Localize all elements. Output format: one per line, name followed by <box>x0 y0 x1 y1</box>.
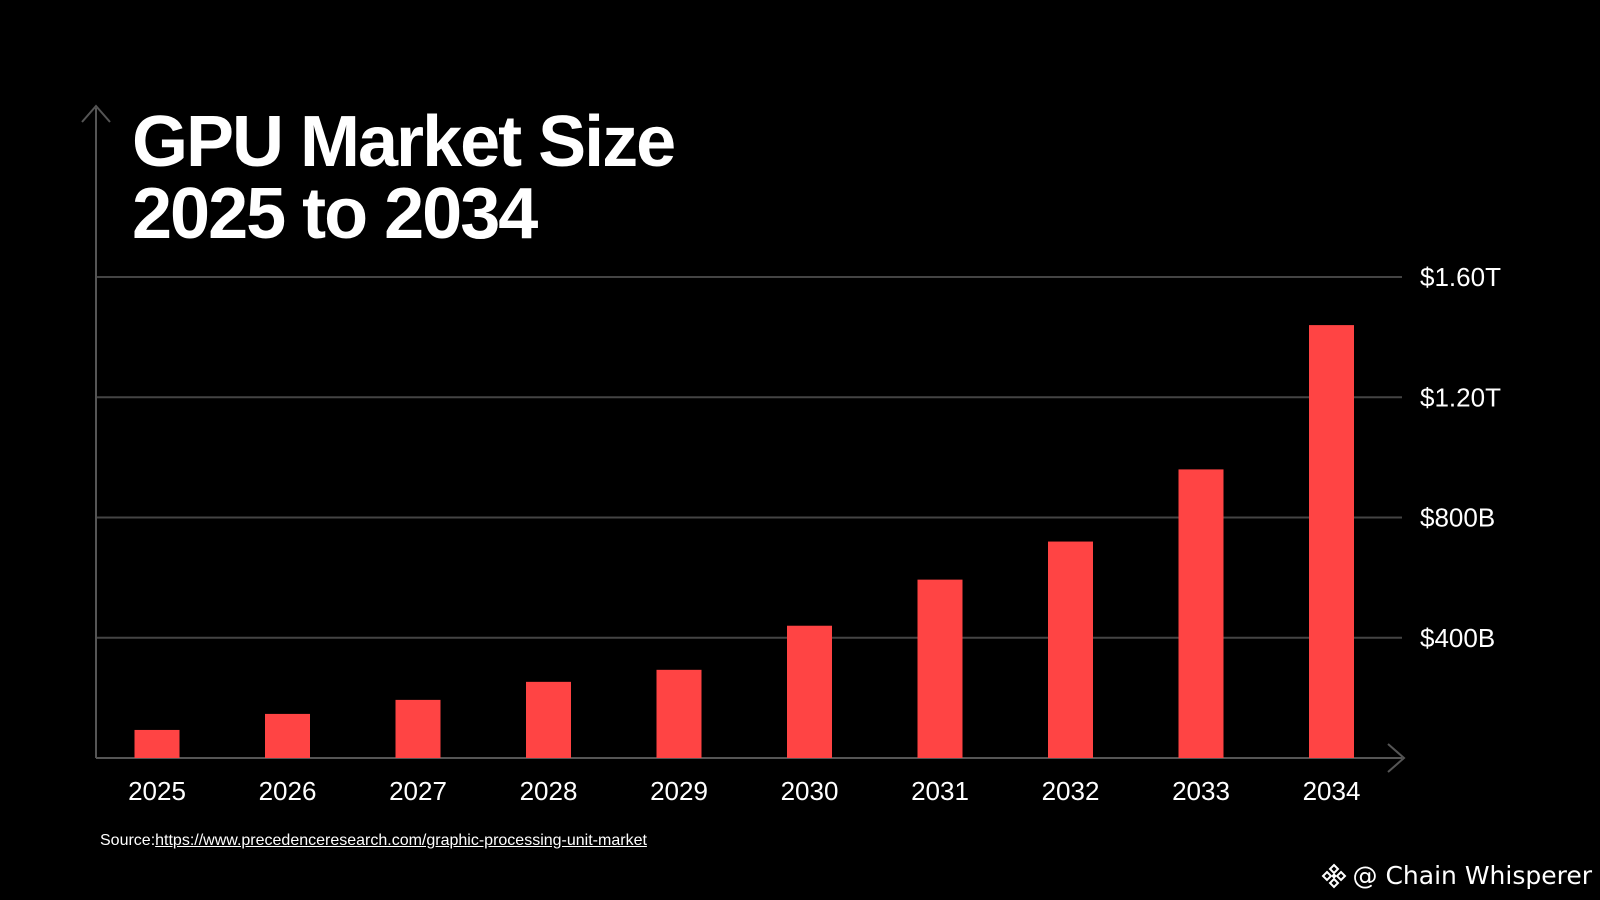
chart-title: GPU Market Size 2025 to 2034 <box>132 102 676 254</box>
watermark-text: @ Chain Whisperer <box>1352 861 1592 890</box>
bar-2026 <box>265 713 310 758</box>
chart-title-line-2: 2025 to 2034 <box>132 174 538 254</box>
x-tick-label: 2029 <box>650 776 708 806</box>
source-note: Source:https://www.precedenceresearch.co… <box>100 832 647 850</box>
x-tick-label: 2031 <box>911 776 969 806</box>
source-link[interactable]: https://www.precedenceresearch.com/graph… <box>155 832 647 849</box>
chart-title-line-1: GPU Market Size <box>132 102 676 182</box>
y-axis-arrow-icon <box>81 104 111 123</box>
y-tick-label: $1.20T <box>1420 382 1501 412</box>
x-tick-label: 2025 <box>128 776 186 806</box>
bar-2027 <box>395 699 441 758</box>
bar-2029 <box>656 669 702 758</box>
binance-diamond-icon <box>1321 863 1346 888</box>
bar-2030 <box>787 625 832 758</box>
y-tick-label: $1.60T <box>1420 262 1501 292</box>
source-prefix: Source: <box>100 832 156 849</box>
bar-2025 <box>134 729 180 758</box>
bar-2031 <box>917 579 963 758</box>
y-tick-label: $800B <box>1420 503 1495 533</box>
bar-2032 <box>1048 541 1093 758</box>
x-tick-label: 2032 <box>1042 776 1100 806</box>
y-tick-labels: $400B $800B $1.20T $1.60T <box>1420 262 1501 653</box>
bar-2033 <box>1178 469 1224 758</box>
x-tick-label: 2026 <box>259 776 317 806</box>
y-tick-label: $400B <box>1420 623 1495 653</box>
bar-2028 <box>526 681 571 758</box>
x-tick-label: 2034 <box>1303 776 1361 806</box>
watermark: @ Chain Whisperer <box>1321 861 1592 890</box>
x-tick-label: 2027 <box>389 776 447 806</box>
bar-2034 <box>1309 325 1354 758</box>
x-tick-labels: 2025 2026 2027 2028 2029 2030 2031 2032 2033 2034 <box>128 776 1360 806</box>
bars <box>134 325 1354 758</box>
x-tick-label: 2028 <box>520 776 578 806</box>
x-tick-label: 2030 <box>781 776 839 806</box>
x-tick-label: 2033 <box>1172 776 1230 806</box>
x-axis-arrow-icon <box>1387 743 1406 773</box>
